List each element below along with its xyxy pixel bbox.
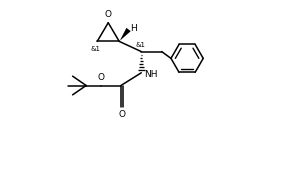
Text: NH: NH: [144, 70, 158, 79]
Text: &1: &1: [136, 42, 146, 48]
Text: O: O: [105, 10, 112, 19]
Text: H: H: [130, 24, 137, 33]
Text: &1: &1: [90, 46, 100, 52]
Polygon shape: [119, 28, 131, 42]
Text: O: O: [97, 73, 104, 82]
Text: O: O: [118, 110, 125, 119]
